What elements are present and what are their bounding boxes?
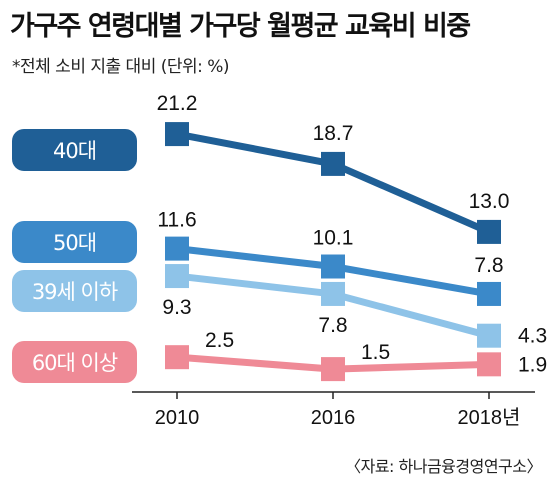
data-point-marker xyxy=(165,122,189,147)
data-label: 13.0 xyxy=(469,190,510,213)
data-point-marker xyxy=(165,236,189,261)
data-label: 9.3 xyxy=(162,296,191,319)
data-label: 18.7 xyxy=(313,122,354,145)
data-point-marker xyxy=(477,352,501,377)
data-point-marker xyxy=(165,264,189,289)
data-point-marker xyxy=(477,219,501,244)
legend-label: 39세 이하 xyxy=(32,280,118,304)
data-point-marker xyxy=(165,345,189,370)
series-1: 11.6 10.1 7.8 xyxy=(157,209,504,306)
data-point-marker xyxy=(477,281,501,306)
data-point-marker xyxy=(321,281,345,306)
x-tick-label: 2010 xyxy=(155,407,200,429)
data-point-marker xyxy=(321,151,345,176)
data-label: 21.2 xyxy=(157,92,198,115)
data-label: 2.5 xyxy=(205,329,234,352)
legend-pill xyxy=(12,221,137,263)
x-tick-label: 2018년 xyxy=(458,406,521,429)
series-3: 2.5 1.5 1.9 xyxy=(165,329,547,382)
legend-pill xyxy=(12,270,137,312)
chart-title: 가구주 연령대별 가구당 월평균 교육비 비중 xyxy=(10,11,471,42)
legend-pill xyxy=(12,341,137,383)
source-note: 〈자료: 하나금융경영연구소〉 xyxy=(345,457,542,476)
x-tick-label: 2016 xyxy=(311,407,356,429)
legend-label: 50대 xyxy=(53,231,96,255)
data-label: 10.1 xyxy=(313,227,354,250)
series-0: 21.2 18.7 13.0 xyxy=(157,92,510,244)
data-label: 4.3 xyxy=(518,325,547,348)
data-point-marker xyxy=(321,357,345,382)
data-label: 7.8 xyxy=(474,254,503,277)
data-label: 1.5 xyxy=(361,341,390,364)
legend-label: 60대 이상 xyxy=(32,351,118,375)
data-label: 1.9 xyxy=(518,353,547,376)
data-point-marker xyxy=(321,254,345,279)
legend-pill xyxy=(12,129,137,171)
data-label: 7.8 xyxy=(318,314,347,337)
chart-subtitle: *전체 소비 지출 대비 (단위: %) xyxy=(12,57,230,77)
data-label: 11.6 xyxy=(157,209,196,232)
legend-label: 40대 xyxy=(53,139,96,163)
data-point-marker xyxy=(477,323,501,348)
series-2: 9.3 7.8 4.3 xyxy=(162,264,547,348)
series-line xyxy=(176,130,491,236)
